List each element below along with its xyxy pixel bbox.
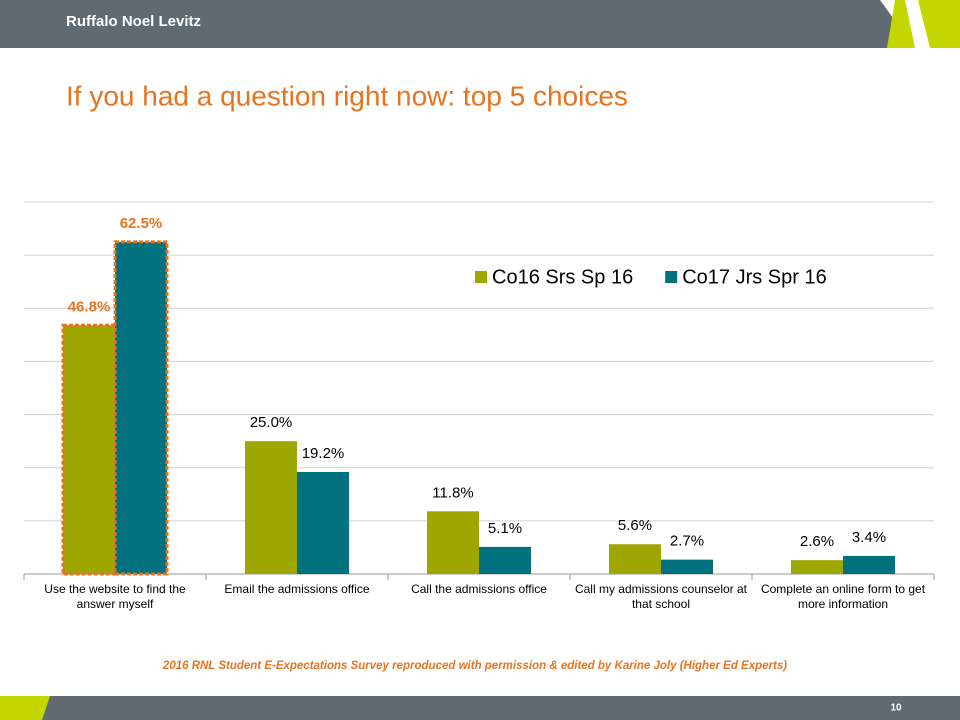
source-note: 2016 RNL Student E-Expectations Survey r…: [162, 660, 787, 672]
data-label: 2.7%: [670, 533, 704, 550]
bar: [61, 323, 117, 576]
top-bar: [0, 0, 960, 48]
x-tick-label-line: more information: [798, 597, 888, 611]
bar: [297, 471, 349, 574]
x-tick-label-line: Call my admissions counselor at: [575, 582, 748, 596]
bottom-lime: [0, 696, 50, 720]
legend-label: Co17 Jrs Spr 16: [682, 266, 827, 288]
data-label: 5.6%: [618, 517, 652, 534]
data-label: 11.8%: [432, 484, 473, 501]
legend-swatch: [665, 271, 678, 283]
bar: [427, 511, 479, 574]
x-tick-label-line: Use the website to find the: [44, 582, 186, 596]
data-label: 62.5%: [120, 215, 163, 232]
bottom-bar: [0, 696, 960, 720]
bar: [479, 546, 531, 574]
chart-title: If you had a question right now: top 5 c…: [66, 80, 628, 111]
x-tick-label-line: Complete an online form to get: [761, 582, 926, 596]
x-tick-label-line: Email the admissions office: [224, 582, 370, 596]
x-tick-label: Email the admissions office: [224, 582, 370, 596]
data-label: 19.2%: [302, 445, 345, 462]
bar: [609, 544, 661, 574]
legend-label: Co16 Srs Sp 16: [492, 266, 633, 288]
bar: [791, 560, 843, 574]
x-tick-label: Complete an online form to get more infor…: [761, 582, 926, 611]
x-tick-label-line: that school: [632, 597, 690, 611]
x-tick-label-line: Call the admissions office: [411, 582, 547, 596]
bar: [113, 240, 169, 576]
corner-lime-2: [918, 0, 960, 48]
bar: [843, 555, 895, 574]
data-label: 5.1%: [488, 520, 522, 537]
page-number: 10: [890, 703, 902, 714]
x-tick-label: Call the admissions office: [411, 582, 547, 596]
bar: [245, 441, 297, 574]
bar: [661, 559, 713, 574]
x-tick-label-line: answer myself: [77, 597, 154, 611]
brand: Ruffalo Noel Levitz: [66, 13, 201, 30]
data-label: 2.6%: [800, 533, 834, 550]
legend-swatch: [475, 271, 487, 283]
data-label: 25.0%: [250, 414, 293, 431]
data-label: 46.8%: [68, 298, 111, 315]
corner-lime-1: [887, 0, 915, 48]
x-tick-label: Call my admissions counselor at that scho…: [575, 582, 748, 611]
x-tick-label: Use the website to find the answer myself: [44, 582, 186, 611]
data-label: 3.4%: [852, 529, 886, 546]
